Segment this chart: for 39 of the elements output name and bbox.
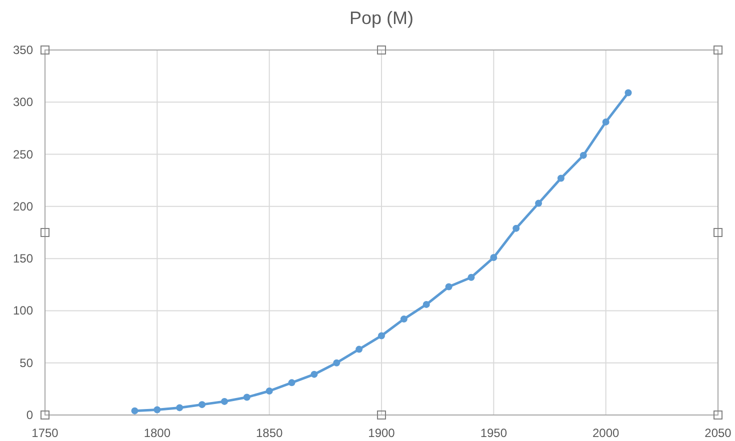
point <box>266 388 273 395</box>
x-tick-label: 1950 <box>480 426 508 440</box>
x-tick-label: 1750 <box>32 426 59 440</box>
point <box>310 370 318 378</box>
y-tick-label: 250 <box>12 147 34 162</box>
y-tick-label: 0 <box>26 408 34 422</box>
point <box>356 346 363 353</box>
point <box>445 283 452 290</box>
x-tick-label: 2050 <box>704 426 732 440</box>
point <box>198 401 206 408</box>
point <box>422 300 430 308</box>
point <box>243 394 250 401</box>
point <box>490 254 498 262</box>
point <box>333 359 340 366</box>
chart-title: Pop (M) <box>349 8 414 28</box>
point <box>220 398 228 405</box>
point <box>535 200 542 207</box>
point <box>378 332 385 340</box>
y-tick-label: 300 <box>12 95 34 110</box>
x-tick-label: 2000 <box>592 426 620 440</box>
point <box>131 407 138 414</box>
point <box>288 379 296 386</box>
y-tick-label: 100 <box>12 304 34 318</box>
x-tick-label: 1850 <box>256 426 284 440</box>
point <box>624 89 632 96</box>
point <box>154 406 161 414</box>
y-tick-label: 150 <box>12 252 34 266</box>
y-tick-label: 350 <box>12 43 34 57</box>
point <box>512 224 520 232</box>
point <box>602 118 610 126</box>
point <box>176 404 184 412</box>
point <box>557 174 564 182</box>
point <box>580 152 587 159</box>
y-tick-label: 50 <box>20 356 34 370</box>
x-tick-label: 1900 <box>368 426 396 440</box>
x-tick-label: 1800 <box>144 426 171 440</box>
point <box>400 316 408 323</box>
y-tick-label: 200 <box>12 199 34 214</box>
point <box>468 274 475 281</box>
